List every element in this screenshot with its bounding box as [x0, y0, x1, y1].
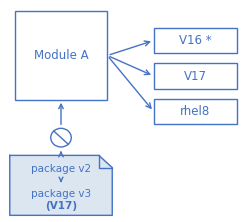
Bar: [15, 11, 107, 100]
Bar: [154, 99, 237, 124]
Text: package v2: package v2: [31, 164, 91, 174]
Text: Module A: Module A: [34, 49, 88, 62]
Text: V16 *: V16 *: [179, 34, 212, 47]
Polygon shape: [10, 155, 112, 215]
Text: package v3: package v3: [31, 189, 91, 199]
Bar: [154, 28, 237, 53]
Text: V17: V17: [184, 69, 207, 83]
Bar: [154, 63, 237, 89]
Text: rhel8: rhel8: [180, 105, 210, 118]
Text: (V17): (V17): [45, 201, 77, 211]
